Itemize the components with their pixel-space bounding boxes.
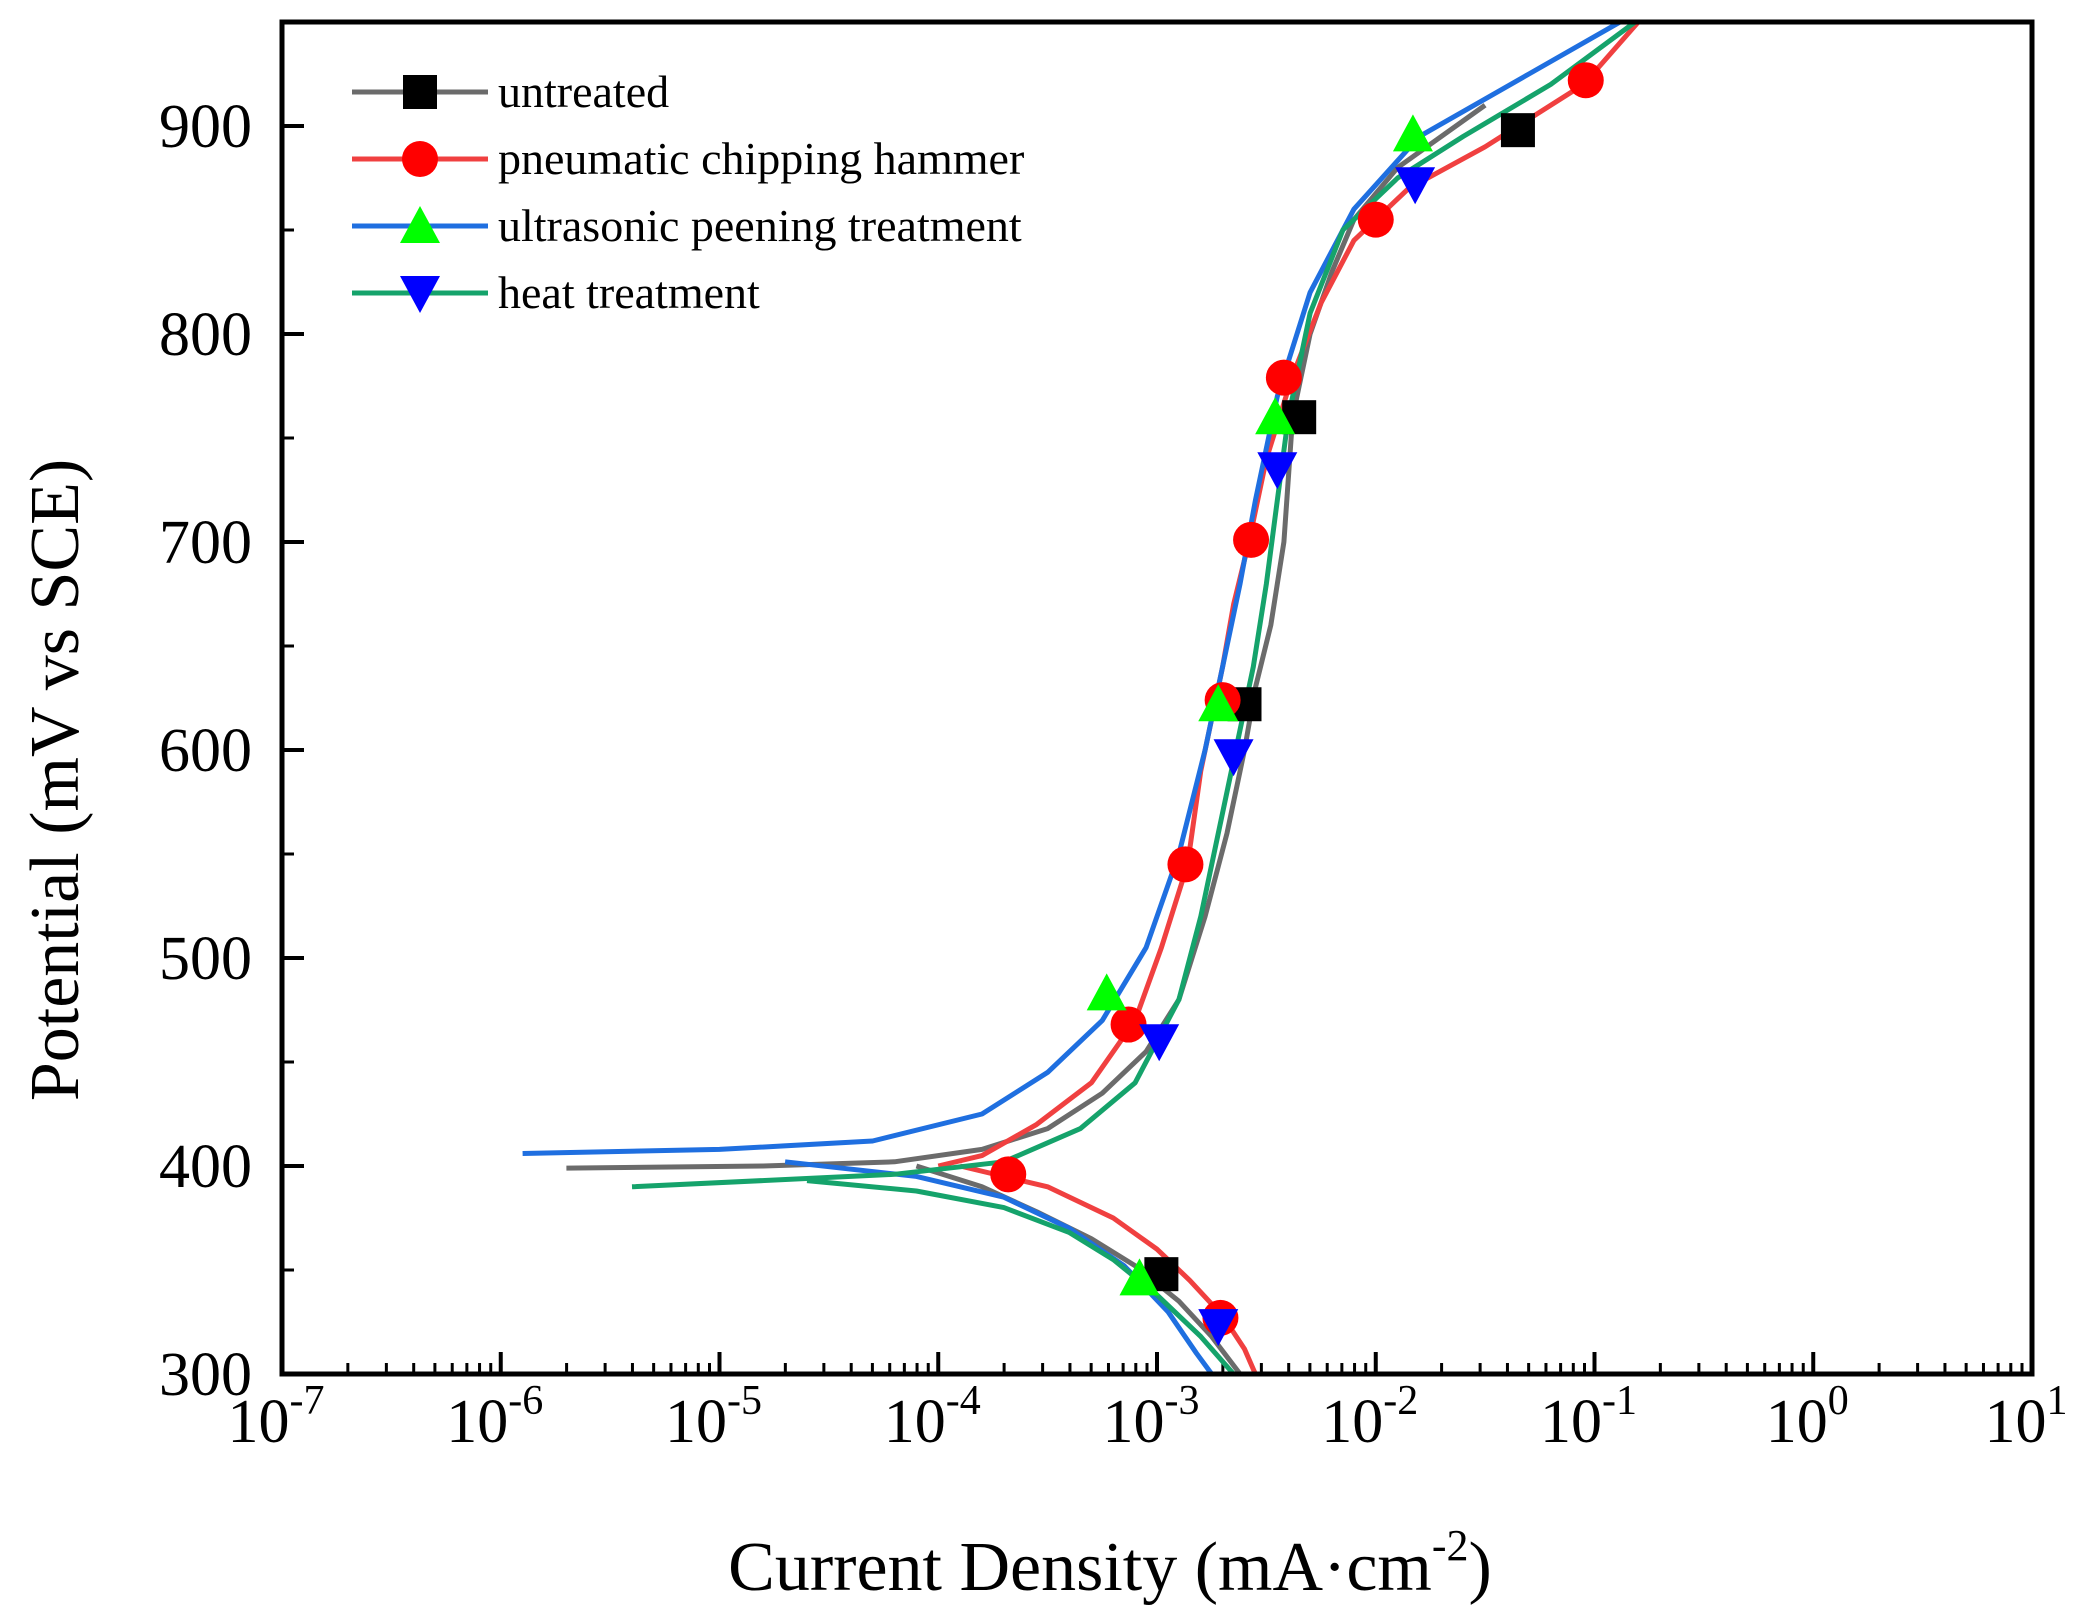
data-point-pneumatic-chipping-hammer [1110, 1006, 1147, 1043]
x-tick-base: 10 [446, 1388, 508, 1456]
data-point-pneumatic-chipping-hammer [1265, 359, 1302, 396]
data-point-heat-treatment [1257, 452, 1298, 490]
x-tick-exponent: 0 [1828, 1378, 1849, 1424]
x-tick-base: 10 [1985, 1388, 2047, 1456]
x-tick-label: 10-7 [228, 1378, 325, 1456]
y-axis-title: Potential (mV vs SCE) [17, 459, 94, 1101]
x-axis-title-main: Current Density (mA·cm [728, 1529, 1432, 1606]
legend-marker-ultrasonic-peening-treatment [400, 206, 440, 243]
x-tick-base: 10 [1321, 1388, 1383, 1456]
data-point-ultrasonic-peening-treatment [1255, 397, 1296, 435]
y-tick-label: 400 [159, 1133, 252, 1201]
y-tick-label: 900 [159, 93, 252, 161]
data-point-ultrasonic-peening-treatment [1086, 973, 1127, 1011]
legend-marker-untreated [403, 75, 437, 109]
x-tick-exponent: -2 [1383, 1378, 1418, 1424]
data-point-pneumatic-chipping-hammer [1567, 62, 1604, 99]
tick-labels: 10-7 10-6 10-5 10-4 10-3 10-2 10-1 100 101300400… [159, 93, 2068, 1456]
x-tick-label: 10-6 [446, 1378, 543, 1456]
x-tick-label: 10-1 [1540, 1378, 1637, 1456]
x-tick-exponent: -5 [727, 1378, 762, 1424]
marker-group [990, 62, 1604, 1347]
data-point-heat-treatment [1139, 1024, 1180, 1062]
x-tick-exponent: -3 [1165, 1378, 1200, 1424]
x-tick-exponent: -4 [946, 1378, 981, 1424]
data-point-ultrasonic-peening-treatment [1392, 114, 1433, 152]
legend-marker-pneumatic-chipping-hammer [402, 141, 438, 177]
x-tick-base: 10 [884, 1388, 946, 1456]
x-tick-exponent: -1 [1602, 1378, 1637, 1424]
y-tick-label: 500 [159, 925, 252, 993]
legend-label-untreated: untreated [498, 66, 669, 117]
x-tick-exponent: -6 [508, 1378, 543, 1424]
data-point-pneumatic-chipping-hammer [1233, 521, 1270, 558]
x-tick-label: 10-5 [665, 1378, 762, 1456]
data-point-untreated [1500, 113, 1535, 148]
x-tick-label: 10-2 [1321, 1378, 1418, 1456]
x-tick-base: 10 [1103, 1388, 1165, 1456]
legend: untreated pneumatic chipping hammer ultras… [352, 66, 1024, 318]
y-tick-label: 600 [159, 717, 252, 785]
x-tick-base: 10 [1540, 1388, 1602, 1456]
plot-frame [279, 19, 2035, 1377]
data-point-ultrasonic-peening-treatment [1198, 684, 1239, 722]
x-tick-exponent: -7 [290, 1378, 325, 1424]
data-point-pneumatic-chipping-hammer [1357, 201, 1394, 238]
data-point-ultrasonic-peening-treatment [1119, 1258, 1160, 1296]
x-axis-title-end: ) [1469, 1529, 1492, 1606]
y-tick-label: 300 [159, 1341, 252, 1409]
x-tick-label: 100 [1766, 1378, 1849, 1456]
data-point-heat-treatment [1213, 739, 1254, 777]
legend-marker-heat-treatment [400, 276, 440, 313]
series-cathodic-line-untreated [915, 1163, 1243, 1374]
x-tick-base: 10 [665, 1388, 727, 1456]
data-point-heat-treatment [1395, 167, 1436, 205]
legend-label-heat-treatment: heat treatment [498, 267, 760, 318]
y-tick-label: 700 [159, 509, 252, 577]
series-line-untreated [566, 103, 1487, 1171]
series-cathodic-line-heat-treatment [806, 1178, 1236, 1374]
x-axis-title: Current Density (mA·cm-2) [728, 1521, 1492, 1606]
data-point-heat-treatment [1198, 1309, 1239, 1347]
x-tick-label: 10-3 [1103, 1378, 1200, 1456]
legend-label-pneumatic-chipping-hammer: pneumatic chipping hammer [498, 133, 1024, 184]
legend-label-ultrasonic-peening-treatment: ultrasonic peening treatment [498, 200, 1022, 251]
series-line-pneumatic-chipping-hammer [937, 22, 1641, 1169]
data-point-pneumatic-chipping-hammer [990, 1156, 1027, 1193]
x-tick-label: 101 [1985, 1378, 2068, 1456]
x-tick-exponent: 1 [2047, 1378, 2068, 1424]
x-tick-label: 10-4 [884, 1378, 981, 1456]
series-line-heat-treatment [631, 22, 1640, 1190]
x-tick-base: 10 [228, 1388, 290, 1456]
y-tick-label: 800 [159, 301, 252, 369]
x-axis-title-sup: -2 [1432, 1521, 1469, 1570]
x-tick-base: 10 [1766, 1388, 1828, 1456]
data-point-pneumatic-chipping-hammer [1167, 846, 1204, 883]
